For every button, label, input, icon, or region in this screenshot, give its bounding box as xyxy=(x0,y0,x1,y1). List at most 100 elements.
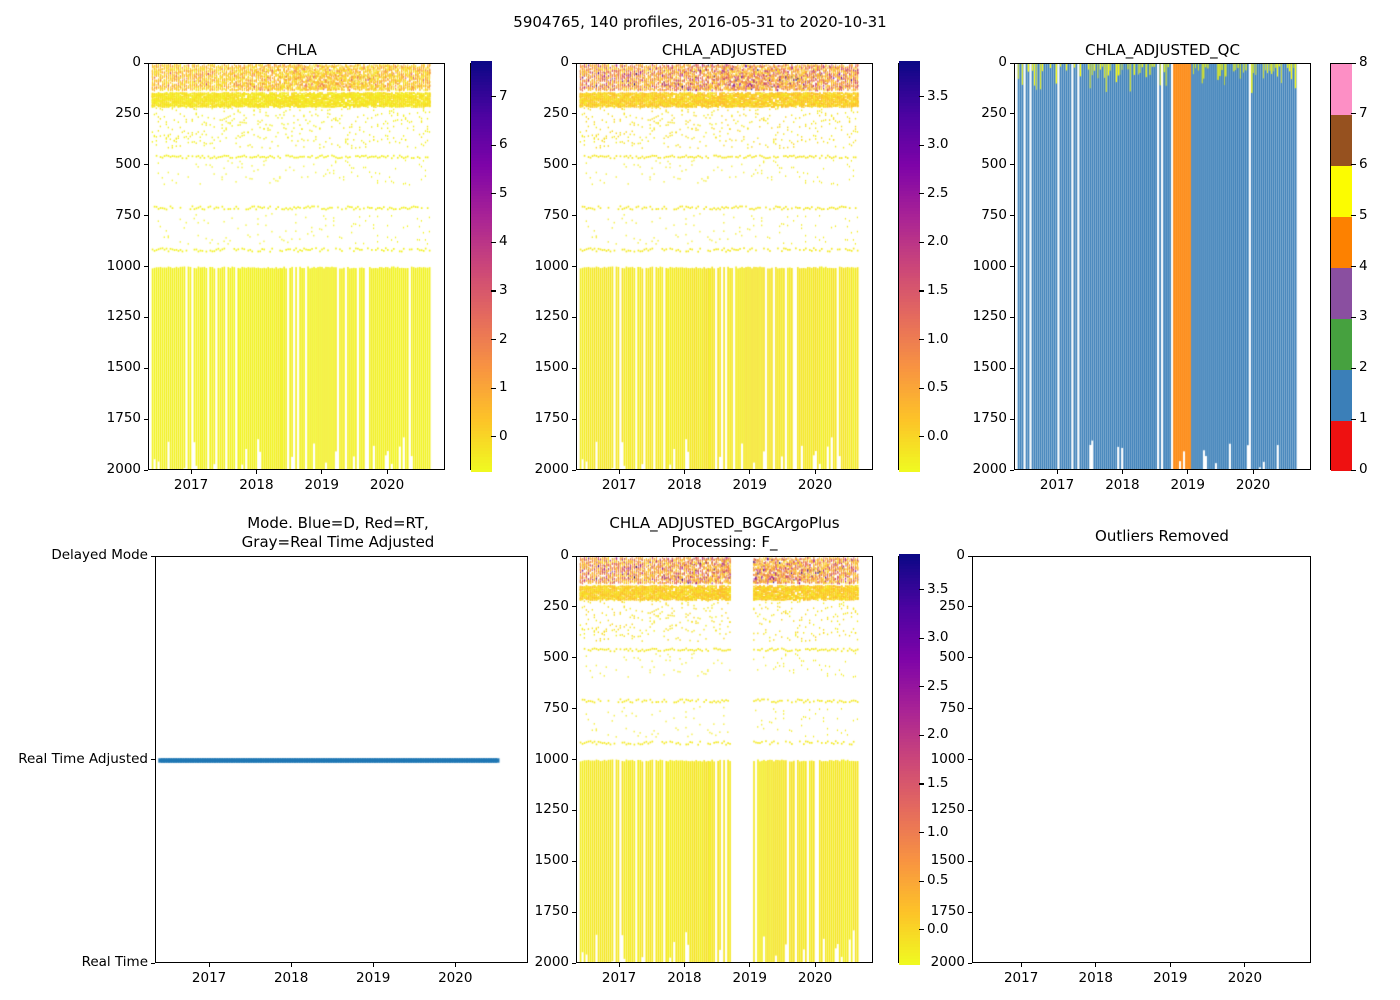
chla-ytick-label: 0 xyxy=(132,54,141,70)
chla-adjusted-ytick-mark xyxy=(571,164,576,166)
colorbar-chla-adjusted-bgcargoplus-gradient-step xyxy=(899,752,920,757)
outliers-removed-ytick-mark xyxy=(967,809,972,811)
colorbar-chla-adjusted-qc-tick-label: 5 xyxy=(1359,206,1368,223)
plot-area-chla-adjusted[interactable] xyxy=(576,63,873,470)
colorbar-chla-gradient-step xyxy=(471,166,492,171)
chla-adjusted-ytick-label: 250 xyxy=(543,104,569,121)
colorbar-chla-adjusted-qc-tick-mark xyxy=(1351,215,1356,217)
chla-adjusted-qc-xtick-mark xyxy=(1056,470,1058,474)
colorbar-chla-adjusted-bgcargoplus-tick-label: 0.5 xyxy=(927,872,949,889)
colorbar-chla-adjusted-gradient-step xyxy=(899,72,920,77)
colorbar-chla-adjusted-gradient-step xyxy=(899,277,920,282)
colorbar-chla-gradient-step xyxy=(471,450,492,455)
colorbar-chla-adjusted-gradient-step xyxy=(899,452,920,458)
colorbar-chla-adjusted-gradient-step xyxy=(899,388,920,393)
colorbar-chla-adjusted-bgcargoplus-gradient-step xyxy=(899,623,920,628)
colorbar-chla-adjusted-bgcargoplus-gradient-step xyxy=(899,954,920,959)
colorbar-chla-gradient-step xyxy=(471,110,492,115)
colorbar-chla-adjusted-gradient-step xyxy=(899,291,920,296)
chla-adjusted-ytick-label: 1000 xyxy=(534,257,569,274)
colorbar-chla-adjusted-bgcargoplus-tick-label: 0.0 xyxy=(927,920,949,937)
colorbar-chla-gradient-step xyxy=(471,78,492,83)
colorbar-chla-adjusted-bgcargoplus-gradient-step xyxy=(899,577,920,582)
colorbar-chla-gradient-step xyxy=(471,373,492,378)
colorbar-chla-adjusted-bgcargoplus-gradient-step xyxy=(899,902,920,907)
colorbar-chla-adjusted-bgcargoplus-gradient-step xyxy=(899,896,920,901)
colorbar-chla-gradient-step xyxy=(471,209,492,215)
colorbar-chla-adjusted-bgcargoplus-gradient-step xyxy=(899,817,920,822)
colorbar-chla-gradient-step xyxy=(471,174,492,179)
colorbar-chla-adjusted-qc-tick-mark xyxy=(1351,316,1356,318)
chla-ytick-label: 2000 xyxy=(106,461,141,477)
colorbar-chla-adjusted-bgcargoplus-gradient-step xyxy=(899,767,920,772)
colorbar-chla-adjusted-tick-label: 1.5 xyxy=(927,281,949,298)
colorbar-chla-adjusted-bgcargoplus-gradient-step xyxy=(899,884,920,889)
colorbar-chla-adjusted-bgcargoplus-gradient-step xyxy=(899,808,920,813)
colorbar-chla-adjusted-bgcargoplus-gradient-step xyxy=(899,582,920,587)
colorbar-chla-adjusted-bgcargoplus-gradient-step xyxy=(899,828,920,833)
colorbar-chla-gradient-step xyxy=(471,250,492,255)
colorbar-chla-adjusted-bgcargoplus-gradient-step xyxy=(899,957,920,962)
colorbar-chla-adjusted-gradient-step xyxy=(899,78,920,83)
colorbar-chla-gradient-step xyxy=(471,192,492,197)
colorbar-chla-adjusted-bgcargoplus-gradient-step xyxy=(899,694,920,699)
colorbar-chla-adjusted-gradient-step xyxy=(899,209,920,215)
colorbar-chla-gradient-step xyxy=(471,297,492,302)
plot-area-outliers-removed[interactable] xyxy=(972,556,1311,963)
colorbar-chla-adjusted-bgcargoplus-gradient-step xyxy=(899,609,920,614)
colorbar-chla-adjusted-gradient-step xyxy=(899,359,920,364)
colorbar-chla-adjusted-bgcargoplus-gradient-step xyxy=(899,943,920,948)
colorbar-chla-adjusted-gradient-step xyxy=(899,400,920,405)
colorbar-chla-gradient-step xyxy=(471,379,492,384)
colorbar-chla-gradient-step xyxy=(471,391,492,396)
colorbar-chla-gradient-step xyxy=(471,274,492,279)
colorbar-chla-gradient-step xyxy=(471,286,492,291)
chla-adjusted-ytick-mark xyxy=(571,316,576,318)
colorbar-chla-gradient-step xyxy=(471,256,492,261)
colorbar-chla-adjusted-gradient-step xyxy=(899,198,920,203)
colorbar-chla-adjusted-bgcargoplus-gradient-step xyxy=(899,840,920,845)
outliers-removed-ytick-mark xyxy=(967,962,972,964)
colorbar-chla-adjusted-qc-segment-4 xyxy=(1331,216,1352,268)
colorbar-chla-adjusted-bgcargoplus-gradient-step xyxy=(899,919,920,924)
colorbar-chla-adjusted-qc-tick-mark xyxy=(1351,164,1356,166)
colorbar-chla-adjusted-gradient-step xyxy=(899,224,920,229)
plot-area-chla[interactable] xyxy=(148,63,445,470)
colorbar-chla-gradient-step xyxy=(471,142,492,147)
colorbar-chla-adjusted-bgcargoplus-gradient-step xyxy=(899,735,920,740)
colorbar-chla-gradient-step xyxy=(471,315,492,320)
colorbar-chla-adjusted-gradient-step xyxy=(899,206,920,212)
colorbar-chla-adjusted-gradient-step xyxy=(899,286,920,291)
chla-adjusted-qc-ytick-mark xyxy=(1009,316,1014,318)
colorbar-chla-gradient-step xyxy=(471,60,492,65)
colorbar-chla-gradient-step xyxy=(471,157,492,162)
colorbar-chla-adjusted-gradient-step xyxy=(899,318,920,323)
colorbar-chla-adjusted-gradient-step xyxy=(899,233,920,238)
outliers-removed-xtick-label: 2017 xyxy=(1003,970,1039,986)
colorbar-chla-adjusted-gradient-step xyxy=(899,321,920,326)
outliers-removed-xtick-mark xyxy=(1244,963,1246,967)
colorbar-chla-gradient-step xyxy=(471,75,492,80)
colorbar-chla-adjusted-bgcargoplus-gradient-step xyxy=(899,916,920,921)
plot-area-mode[interactable] xyxy=(155,556,528,963)
colorbar-chla-adjusted-gradient-step xyxy=(899,245,920,250)
colorbar-chla-adjusted-qc-tick-label: 8 xyxy=(1359,54,1368,70)
colorbar-chla-adjusted-bgcargoplus-tick-label: 1.5 xyxy=(927,774,949,791)
colorbar-chla-adjusted-bgcargoplus-gradient-step xyxy=(899,855,920,860)
colorbar-chla-adjusted-bgcargoplus-gradient-step xyxy=(899,629,920,634)
mode-ytick-label: Real Time xyxy=(81,954,148,970)
colorbar-chla-gradient-step xyxy=(471,294,492,299)
chla-adjusted-qc-ytick-label: 1000 xyxy=(972,257,1007,274)
colorbar-chla-gradient-step xyxy=(471,242,492,247)
colorbar-chla-adjusted-gradient-step xyxy=(899,116,920,121)
colorbar-chla-adjusted-gradient-step xyxy=(899,189,920,194)
colorbar-chla-gradient-step xyxy=(471,341,492,346)
chla-adjusted-qc-xtick-mark xyxy=(1252,470,1254,474)
colorbar-chla-adjusted-bgcargoplus-gradient-step xyxy=(899,664,920,669)
colorbar-chla-adjusted-bgcargoplus-gradient-step xyxy=(899,661,920,667)
plot-area-chla-adjusted-bgcargoplus[interactable] xyxy=(576,556,873,963)
colorbar-chla-adjusted-gradient-step xyxy=(899,139,920,144)
plot-area-chla-adjusted-qc[interactable] xyxy=(1014,63,1311,470)
colorbar-chla-adjusted-bgcargoplus-gradient-step xyxy=(899,740,920,746)
colorbar-chla-adjusted-bgcargoplus-gradient-step xyxy=(899,837,920,842)
